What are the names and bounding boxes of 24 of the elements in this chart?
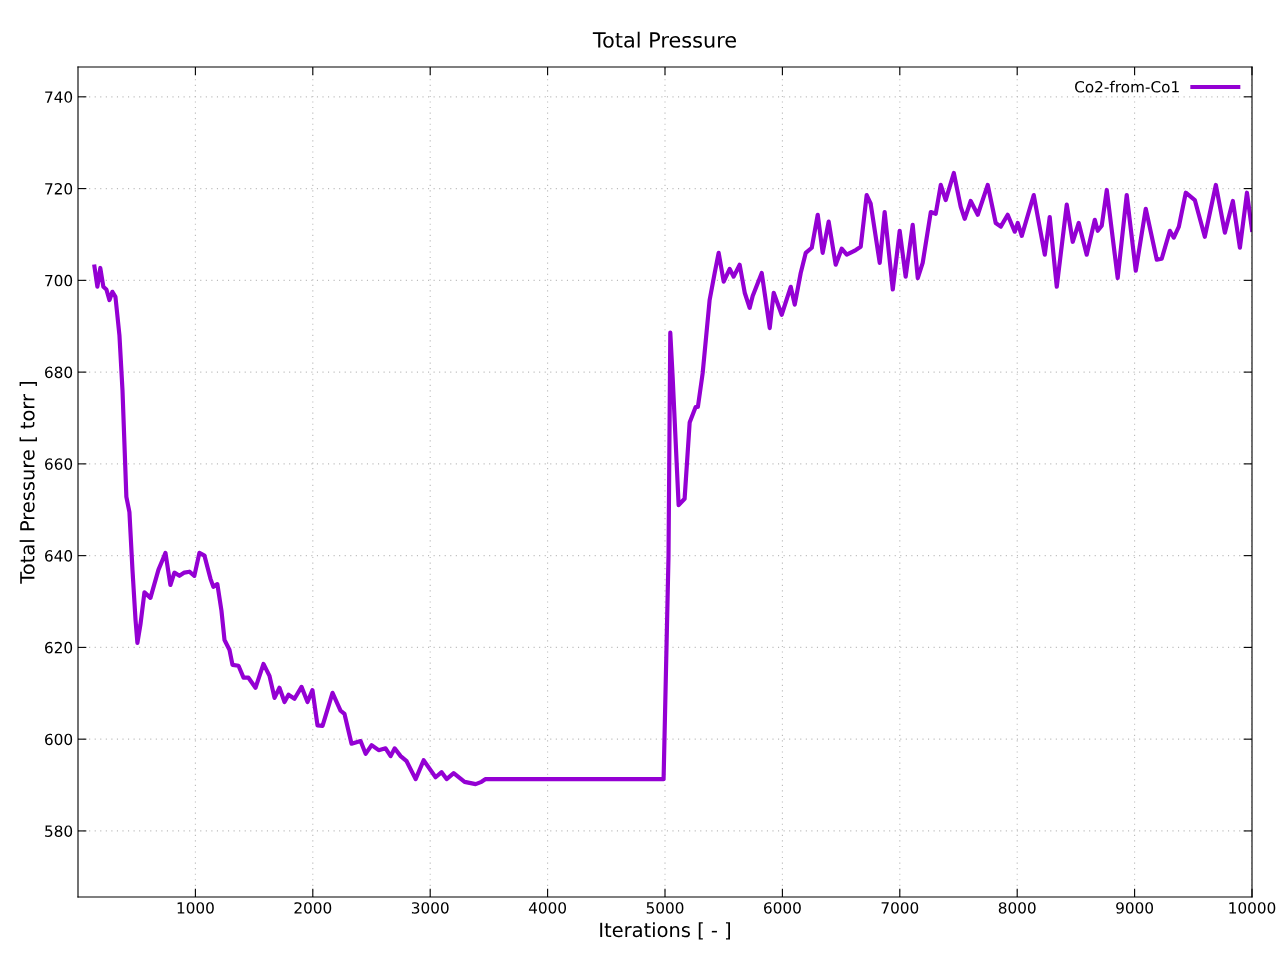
x-tick-label: 10000: [1229, 902, 1276, 914]
x-tick-label: 2000: [294, 902, 332, 914]
y-tick-label: 620: [45, 641, 73, 654]
x-axis-title: Iterations [ - ]: [600, 922, 730, 940]
line-series: [92, 170, 1252, 787]
x-tick-label: 1000: [177, 902, 214, 914]
y-tick-label: 580: [45, 825, 73, 837]
y-tick-label: 700: [45, 274, 73, 287]
y-tick-label: 660: [45, 458, 73, 470]
y-tick-label: 740: [45, 91, 73, 103]
y-tick-label: 680: [45, 366, 73, 379]
y-tick-label: 640: [45, 550, 73, 562]
x-tick-label: 4000: [528, 902, 567, 914]
legend-label: Co2-from-Co1: [1075, 80, 1179, 93]
x-tick-label: 8000: [998, 902, 1036, 914]
y-tick-label: 600: [45, 733, 73, 746]
x-tick-label: 5000: [646, 902, 684, 914]
chart-title: Total Pressure: [592, 31, 736, 48]
x-tick-label: 9000: [1116, 902, 1154, 914]
y-axis-title: Total Pressure [ torr ]: [19, 381, 37, 584]
y-tick-label: 720: [45, 183, 73, 195]
x-tick-label: 7000: [881, 902, 919, 914]
x-tick-label: 6000: [764, 902, 801, 914]
x-tick-label: 3000: [411, 902, 449, 914]
